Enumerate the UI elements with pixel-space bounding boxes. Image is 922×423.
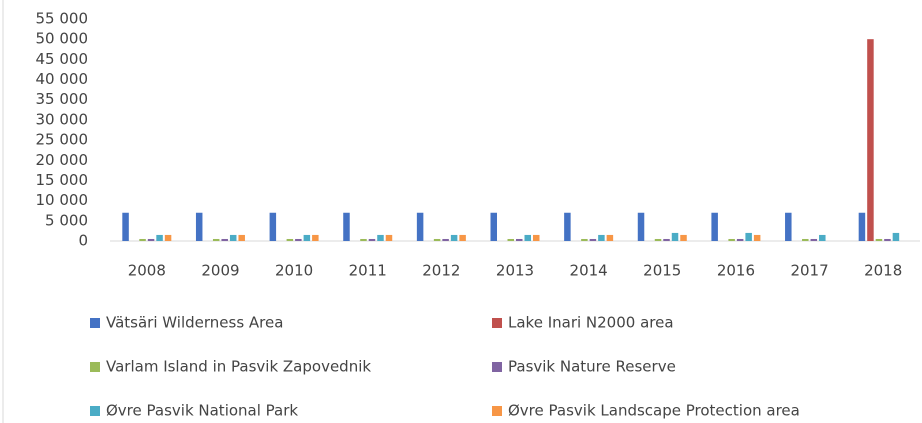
bar: [589, 238, 597, 241]
y-tick-label: 40 000: [36, 70, 89, 88]
x-tick-label: 2014: [570, 262, 608, 280]
bar: [711, 212, 718, 241]
bar: [867, 39, 874, 241]
bar: [416, 212, 424, 241]
bar: [728, 238, 735, 241]
bar: [303, 234, 311, 241]
bar: [139, 238, 146, 241]
bar: [164, 234, 172, 241]
bar: [269, 212, 277, 241]
x-tick-label: 2013: [496, 262, 534, 280]
y-tick-label: 30 000: [36, 110, 89, 128]
bar: [385, 234, 393, 241]
bar: [533, 234, 540, 241]
y-tick-label: 45 000: [36, 50, 89, 68]
bar: [637, 212, 645, 241]
bar: [810, 238, 818, 241]
bar: [195, 212, 203, 241]
bar: [377, 234, 384, 241]
legend-swatch: [90, 318, 100, 328]
bar: [606, 234, 614, 241]
legend-label: Pasvik Nature Reserve: [508, 358, 676, 376]
bar: [564, 212, 571, 241]
bar: [736, 238, 744, 241]
bar: [238, 234, 245, 241]
y-tick-label: 10 000: [36, 191, 89, 209]
bar: [819, 234, 826, 241]
y-tick-label: 55 000: [36, 10, 89, 28]
bar: [753, 234, 761, 241]
x-tick-label: 2008: [128, 262, 166, 280]
bar: [122, 212, 129, 241]
legend-swatch: [90, 406, 100, 416]
bar: [343, 212, 350, 241]
bar: [858, 212, 866, 241]
bar: [286, 238, 294, 241]
legend-label: Lake Inari N2000 area: [508, 314, 674, 332]
y-tick-label: 25 000: [36, 131, 89, 149]
bar: [442, 238, 449, 241]
y-tick-label: 5 000: [45, 211, 88, 229]
y-tick-label: 35 000: [36, 90, 89, 108]
bar: [459, 234, 466, 241]
bar: [875, 238, 883, 241]
y-tick-label: 50 000: [36, 30, 89, 48]
bar: [433, 238, 441, 241]
bar: [295, 238, 302, 241]
x-tick-label: 2009: [201, 262, 239, 280]
legend-label: Øvre Pasvik National Park: [106, 402, 298, 420]
x-tick-label: 2016: [717, 262, 755, 280]
bar: [368, 238, 376, 241]
bar: [524, 234, 531, 241]
bar: [229, 234, 237, 241]
bar: [221, 238, 228, 241]
bar: [581, 238, 588, 241]
bar: [212, 238, 220, 241]
legend-swatch: [492, 406, 502, 416]
bar: [802, 238, 809, 241]
y-tick-label: 15 000: [36, 171, 89, 189]
x-tick-label: 2010: [275, 262, 313, 280]
bar: [312, 234, 319, 241]
bar: [360, 238, 367, 241]
legend-label: Vätsäri Wilderness Area: [106, 314, 283, 332]
x-tick-label: 2012: [422, 262, 460, 280]
x-tick-label: 2011: [349, 262, 387, 280]
legend-swatch: [492, 362, 502, 372]
legend-swatch: [492, 318, 502, 328]
bar: [671, 232, 679, 241]
bar: [663, 238, 670, 241]
bar: [450, 234, 458, 241]
x-tick-label: 2017: [790, 262, 828, 280]
bar: [785, 212, 792, 241]
bar: [598, 234, 605, 241]
x-tick-label: 2015: [643, 262, 681, 280]
bar: [156, 234, 163, 241]
x-tick-label: 2018: [864, 262, 902, 280]
bar: [680, 234, 687, 241]
bar: [516, 238, 523, 241]
y-tick-label: 20 000: [36, 151, 89, 169]
bar: [147, 238, 155, 241]
bar: [884, 238, 891, 241]
bar: [654, 238, 662, 241]
y-tick-label: 0: [78, 232, 88, 250]
bar: [892, 232, 900, 241]
bar: [507, 238, 514, 241]
legend-label: Varlam Island in Pasvik Zapovednik: [106, 358, 371, 376]
bar: [745, 232, 752, 241]
legend-label: Øvre Pasvik Landscape Protection area: [508, 402, 800, 420]
legend-swatch: [90, 362, 100, 372]
bar: [490, 212, 497, 241]
